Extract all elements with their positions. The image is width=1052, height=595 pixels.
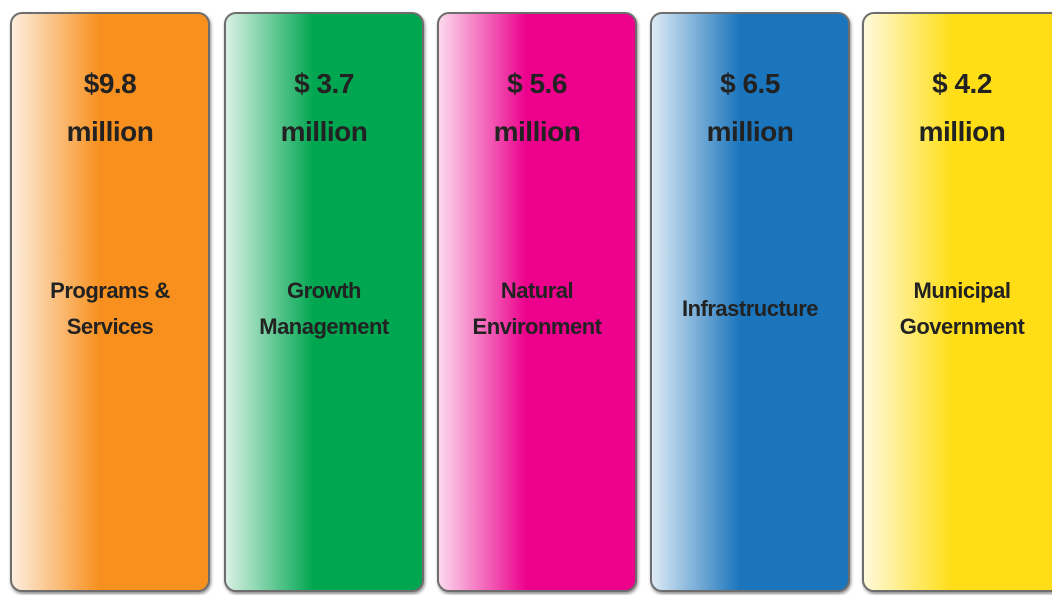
label-line: Government — [899, 314, 1025, 339]
amount-unit: million — [280, 116, 368, 147]
amount-value: $ 6.5 — [720, 68, 780, 99]
budget-card: $ 4.2 million Municipal Government — [862, 12, 1052, 592]
category-label: Growth Management — [226, 264, 422, 354]
category-label: Natural Environment — [439, 264, 635, 354]
amount: $9.8 million — [12, 60, 208, 156]
amount-unit: million — [918, 116, 1006, 147]
amount: $ 3.7 million — [226, 60, 422, 156]
amount-value: $ 5.6 — [507, 68, 567, 99]
category-label: Programs & Services — [12, 264, 208, 354]
budget-card: $ 5.6 million Natural Environment — [437, 12, 637, 592]
label-line: Programs & — [50, 278, 170, 303]
amount: $ 4.2 million — [864, 60, 1052, 156]
label-line: Municipal — [913, 278, 1011, 303]
amount-unit: million — [706, 116, 794, 147]
budget-card: $ 6.5 million Infrastructure — [650, 12, 850, 592]
amount-value: $9.8 — [83, 68, 137, 99]
amount: $ 6.5 million — [652, 60, 848, 156]
label-line: Natural — [500, 278, 574, 303]
amount-unit: million — [66, 116, 154, 147]
label-line: Services — [66, 314, 154, 339]
budget-card: $ 3.7 million Growth Management — [224, 12, 424, 592]
amount: $ 5.6 million — [439, 60, 635, 156]
label-line: Environment — [472, 314, 602, 339]
budget-card: $9.8 million Programs & Services — [10, 12, 210, 592]
label-line: Management — [259, 314, 389, 339]
amount-value: $ 4.2 — [932, 68, 992, 99]
label-line: Growth — [287, 278, 362, 303]
category-label: Infrastructure — [652, 264, 848, 354]
category-label: Municipal Government — [864, 264, 1052, 354]
label-line: Infrastructure — [681, 296, 819, 321]
amount-value: $ 3.7 — [294, 68, 354, 99]
amount-unit: million — [493, 116, 581, 147]
